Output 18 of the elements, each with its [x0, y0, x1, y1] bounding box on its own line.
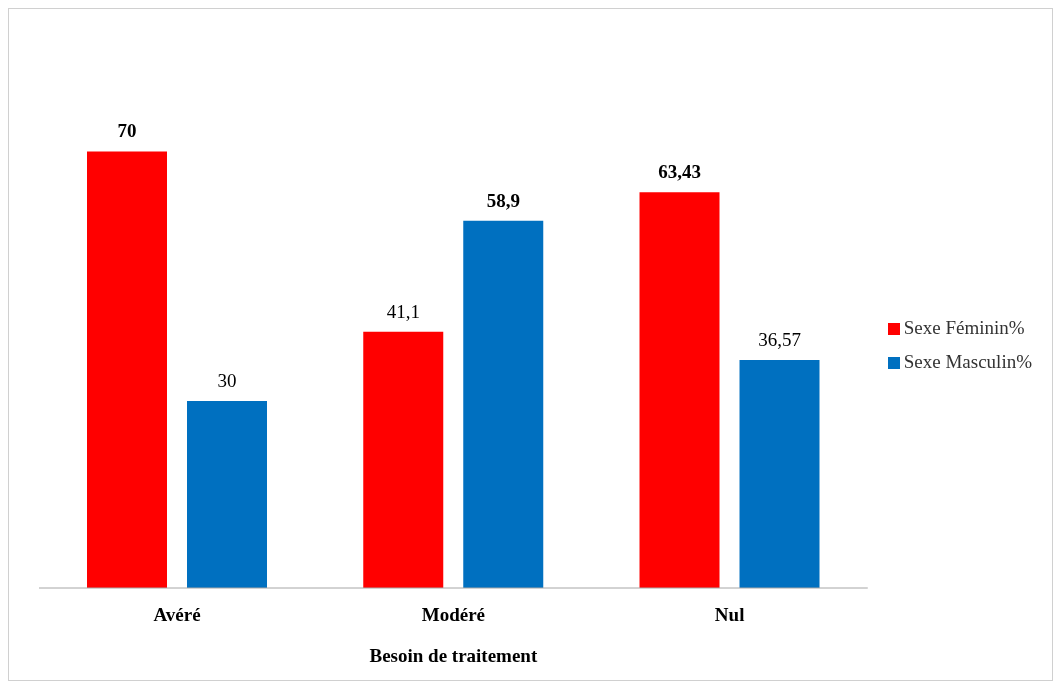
data-label: 58,9	[486, 189, 520, 211]
data-label: 70	[117, 120, 137, 142]
data-label: 30	[217, 369, 237, 391]
x-tick-label: Avéré	[153, 604, 201, 626]
legend-label: Sexe Féminin%	[903, 316, 1025, 338]
bar	[187, 400, 267, 588]
x-axis-title: Besoin de traitement	[369, 645, 538, 666]
data-label: 41,1	[386, 300, 420, 322]
legend-label: Sexe Masculin%	[903, 350, 1032, 372]
x-tick-label: Nul	[714, 604, 745, 626]
bar	[739, 359, 820, 588]
bar	[363, 331, 444, 588]
data-label: 36,57	[758, 328, 801, 350]
bar	[463, 220, 544, 588]
bar	[87, 151, 167, 588]
bar	[639, 192, 720, 588]
data-label: 63,43	[658, 161, 701, 183]
x-tick-label: Modéré	[421, 604, 486, 626]
